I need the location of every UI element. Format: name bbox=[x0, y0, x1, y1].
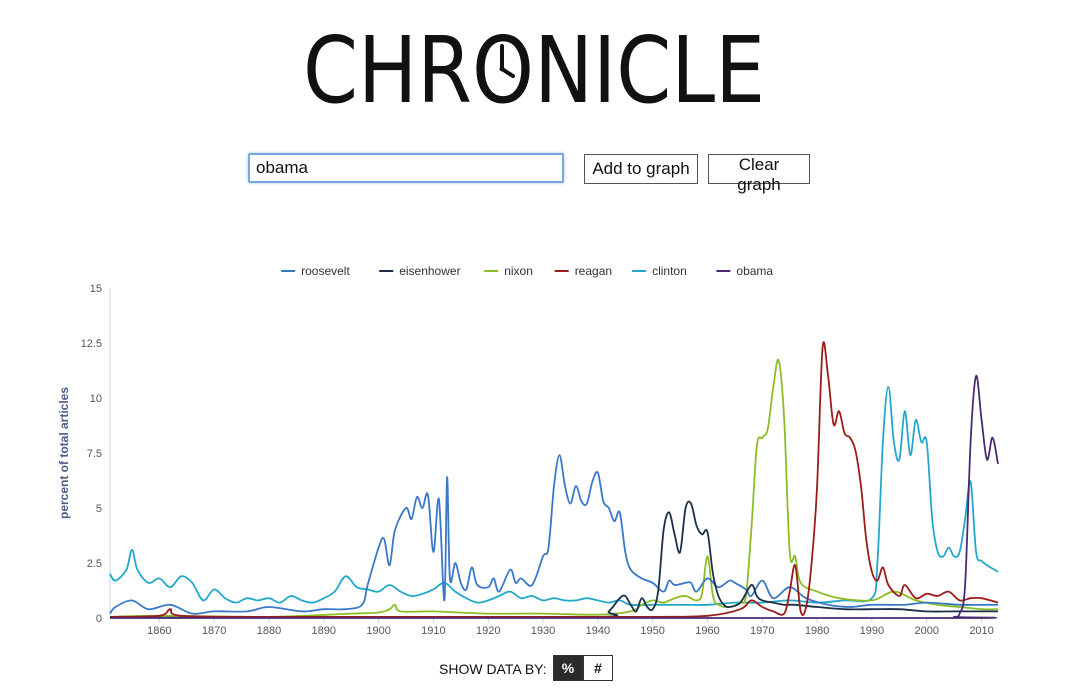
legend-label: roosevelt bbox=[301, 264, 350, 278]
percent-toggle-button[interactable]: % bbox=[553, 655, 583, 681]
x-tick-label: 1890 bbox=[312, 625, 336, 637]
legend-item[interactable]: reagan bbox=[554, 264, 612, 278]
y-tick-label: 12.5 bbox=[81, 338, 102, 350]
chart-svg: roosevelt eisenhower nixon reagan clinton oba… bbox=[57, 264, 999, 637]
series-line-reagan bbox=[109, 341, 999, 618]
y-axis-title: percent of total articles bbox=[57, 387, 71, 519]
legend-label: nixon bbox=[504, 264, 533, 278]
data-mode-toggle: SHOW DATA BY: % # bbox=[0, 655, 1068, 683]
legend-item[interactable]: eisenhower bbox=[379, 264, 461, 278]
count-toggle-button[interactable]: # bbox=[583, 655, 613, 681]
search-input[interactable] bbox=[248, 153, 564, 183]
legend-label: obama bbox=[736, 264, 773, 278]
x-tick-label: 1910 bbox=[421, 625, 445, 637]
x-tick-label: 1960 bbox=[695, 625, 719, 637]
series-line-obama bbox=[110, 375, 999, 619]
legend-label: eisenhower bbox=[399, 264, 460, 278]
x-tick-label: 1900 bbox=[366, 625, 390, 637]
series-line-eisenhower bbox=[109, 500, 998, 619]
series-line-roosevelt bbox=[109, 454, 998, 615]
y-tick-label: 10 bbox=[90, 393, 102, 405]
legend-item[interactable]: roosevelt bbox=[281, 264, 350, 278]
clock-icon bbox=[499, 44, 515, 78]
chart: roosevelt eisenhower nixon reagan clinton oba… bbox=[0, 250, 1068, 640]
x-tick-label: 1980 bbox=[805, 625, 829, 637]
x-tick-label: 1950 bbox=[640, 625, 664, 637]
x-tick-label: 2010 bbox=[969, 625, 993, 637]
x-tick-label: 1920 bbox=[476, 625, 500, 637]
legend: roosevelt eisenhower nixon reagan clinton oba… bbox=[281, 264, 773, 278]
x-tick-label: 1930 bbox=[531, 625, 555, 637]
legend-label: clinton bbox=[652, 264, 687, 278]
y-tick-label: 5 bbox=[96, 503, 102, 515]
x-tick-label: 1870 bbox=[202, 625, 226, 637]
x-tick-label: 1940 bbox=[586, 625, 610, 637]
legend-item[interactable]: obama bbox=[716, 264, 773, 278]
chronicle-logo: CHRONICLE bbox=[303, 18, 765, 110]
search-bar: Add to graph Clear graph bbox=[0, 153, 1068, 194]
y-tick-label: 2.5 bbox=[87, 558, 102, 570]
y-tick-label: 7.5 bbox=[87, 448, 102, 460]
legend-item[interactable]: clinton bbox=[632, 264, 687, 278]
show-data-by-label: SHOW DATA BY: bbox=[439, 661, 547, 677]
series-line-clinton bbox=[109, 386, 999, 607]
legend-item[interactable]: nixon bbox=[484, 264, 533, 278]
x-tick-label: 1880 bbox=[257, 625, 281, 637]
y-tick-label: 0 bbox=[96, 613, 102, 625]
x-tick-label: 1860 bbox=[147, 625, 171, 637]
y-tick-label: 15 bbox=[90, 283, 102, 295]
x-tick-label: 1990 bbox=[860, 625, 884, 637]
x-tick-label: 2000 bbox=[914, 625, 938, 637]
clear-graph-button[interactable]: Clear graph bbox=[708, 154, 810, 194]
logo: CHRONICLE bbox=[0, 18, 1068, 110]
x-tick-label: 1970 bbox=[750, 625, 774, 637]
add-to-graph-button[interactable]: Add to graph bbox=[584, 154, 698, 184]
logo-text: CHRONICLE bbox=[303, 18, 765, 110]
series-line-nixon bbox=[109, 358, 999, 618]
legend-label: reagan bbox=[575, 264, 612, 278]
